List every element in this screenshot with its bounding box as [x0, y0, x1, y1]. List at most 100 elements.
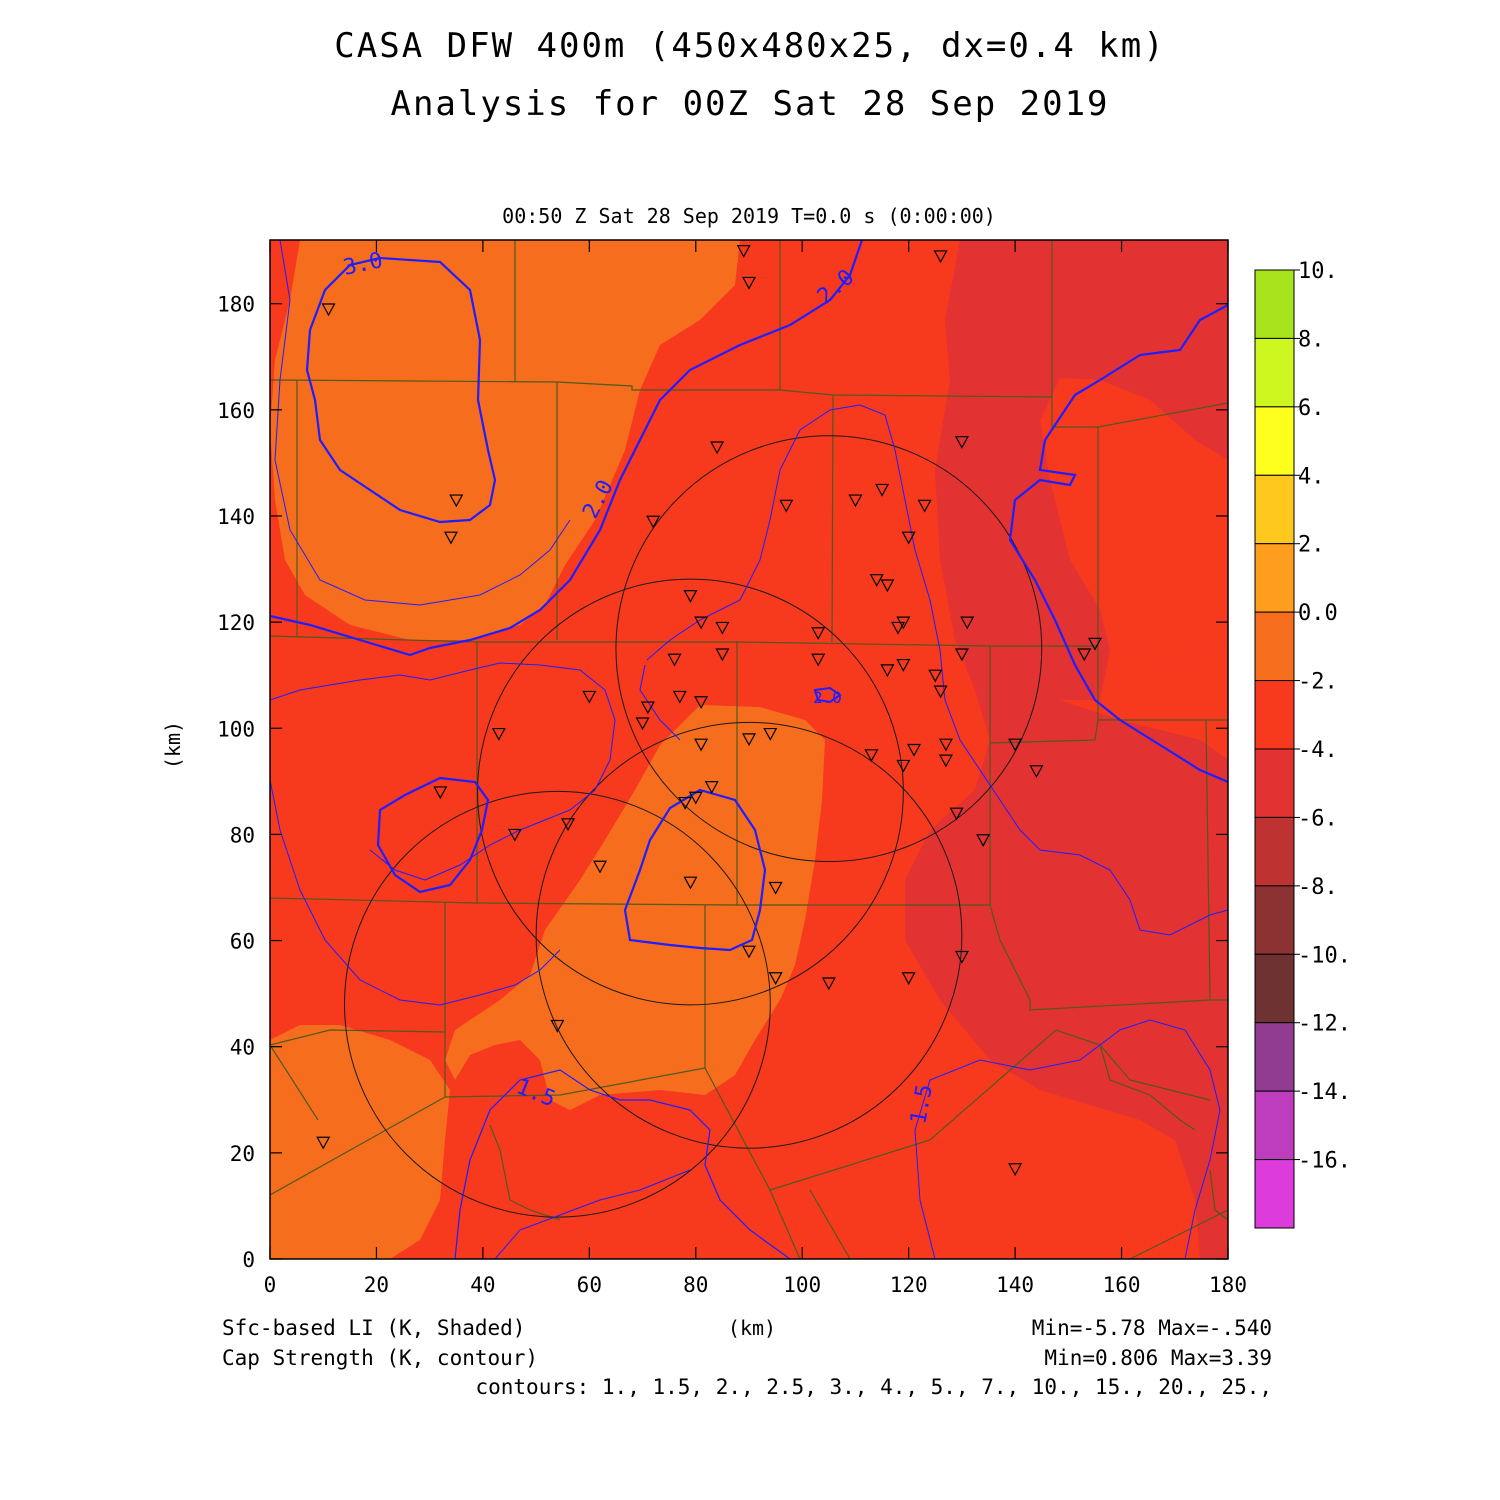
station-marker: [954, 648, 969, 662]
station-marker: [933, 250, 948, 264]
shaded-field-stats: Min=-5.78 Max=-.540: [1032, 1316, 1272, 1340]
station-marker: [704, 781, 719, 794]
station-marker: [864, 749, 879, 763]
station-marker: [715, 648, 730, 662]
radar-range-ring: [535, 721, 963, 1149]
colorbar-label: 6.: [1298, 396, 1325, 421]
x-tick-label: 120: [890, 1273, 928, 1297]
station-marker: [896, 759, 911, 773]
station-marker: [635, 717, 650, 731]
colorbar-label: 0.0: [1298, 601, 1338, 626]
station-marker: [694, 616, 709, 630]
radar-range-rings: [344, 435, 1043, 1218]
contour-1-5-h: [914, 1019, 1221, 1259]
station-marker: [683, 876, 698, 890]
colorbar-swatch: [1254, 885, 1295, 955]
colorbar-swatch: [1254, 337, 1295, 408]
station-marker: [741, 733, 757, 747]
county-boundaries: [270, 240, 1228, 1259]
y-tick-label: 60: [230, 930, 255, 954]
station-marker: [592, 860, 607, 874]
station-marker: [667, 653, 682, 667]
y-tick-label: 180: [217, 293, 255, 317]
y-tick-label: 80: [230, 823, 255, 847]
colorbar-label: 8.: [1298, 327, 1325, 352]
colorbar-label: -8.: [1298, 875, 1338, 900]
station-marker: [561, 818, 576, 832]
station-marker: [715, 621, 730, 635]
contour-2-0-west: [376, 776, 490, 894]
contour-2-0-east: [1008, 304, 1228, 784]
station-marker: [917, 499, 932, 513]
station-marker: [768, 881, 783, 895]
x-axis-title: (km): [728, 1316, 776, 1340]
x-tick-label: 60: [577, 1273, 602, 1297]
station-marker: [646, 515, 661, 529]
li-shade-east-inner-cut: [1010, 640, 1228, 760]
station-marker: [811, 653, 826, 667]
station-marker: [694, 696, 709, 709]
contour-1-5-a: [270, 662, 616, 881]
station-marker: [1008, 1163, 1023, 1177]
colorbar-label: -6.: [1298, 806, 1338, 831]
station-marker: [821, 977, 836, 991]
colorbar-label: 4.: [1298, 464, 1325, 489]
li-shade-east: [905, 240, 1228, 1259]
station-marker: [811, 627, 826, 640]
station-marker: [582, 690, 597, 704]
colorbar-label: 2.: [1298, 533, 1325, 558]
colorbar-swatch: [1254, 680, 1295, 750]
colorbar-label: -16.: [1298, 1149, 1351, 1174]
station-marker: [949, 807, 964, 821]
station-marker: [960, 616, 975, 630]
contour-1-5-f: [454, 1069, 791, 1259]
station-marker: [491, 727, 506, 741]
station-marker: [869, 574, 884, 587]
li-shade-central: [445, 705, 825, 1110]
colorbar-swatch: [1254, 474, 1295, 545]
station-marker: [880, 664, 895, 678]
x-tick-label: 180: [1209, 1273, 1247, 1297]
colorbar-swatch: [1254, 543, 1295, 613]
station-marker: [954, 950, 969, 964]
colorbar-label: -2.: [1298, 670, 1338, 695]
station-marker: [672, 690, 687, 704]
contour-levels: contours: 1., 1.5, 2., 2.5, 3., 4., 5., …: [475, 1375, 1272, 1399]
x-tick-label: 40: [470, 1273, 495, 1297]
y-tick-label: 40: [230, 1036, 255, 1060]
station-marker: [433, 786, 448, 800]
station-marker: [736, 245, 751, 258]
station-marker: [321, 303, 336, 317]
x-tick-label: 140: [996, 1273, 1034, 1297]
colorbar-swatch: [1254, 611, 1295, 682]
station-marker: [694, 738, 709, 752]
station-marker: [1029, 765, 1044, 778]
contour-1-5-c: [646, 404, 1228, 936]
station-marker: [683, 589, 698, 603]
plot-frame: [269, 239, 1229, 1260]
station-marker: [938, 754, 953, 768]
radar-range-ring: [344, 790, 771, 1218]
contour-field-stats: Min=0.806 Max=3.39: [1044, 1346, 1272, 1370]
station-marker: [848, 494, 863, 508]
station-marker: [710, 441, 725, 455]
colorbar-label: 10.: [1298, 259, 1338, 284]
station-marker: [933, 685, 948, 699]
contour-1-5-d: [639, 664, 681, 741]
station-marker: [938, 738, 953, 752]
station-marker: [891, 621, 906, 635]
colorbar-swatch: [1254, 816, 1295, 887]
colorbar-swatch: [1254, 1022, 1295, 1092]
valid-time-label: 00:50 Z Sat 28 Sep 2019 T=0.0 s (0:00:00…: [502, 204, 996, 228]
station-marker: [901, 972, 916, 985]
station-markers: [316, 245, 1102, 1177]
colorbar: 10. 8. 6. 4. 2. 0.0 -2. -4. -6. -8. -10. -12. -14. -1…: [1254, 259, 1351, 1229]
contour-2-0-small: [813, 686, 842, 704]
contour-label: 2.0: [813, 688, 842, 707]
contour-1-5-e: [274, 240, 571, 606]
y-tick-label: 160: [217, 399, 255, 423]
li-shade-southwest: [270, 1025, 450, 1259]
station-marker: [1087, 637, 1102, 651]
station-marker: [741, 276, 757, 290]
